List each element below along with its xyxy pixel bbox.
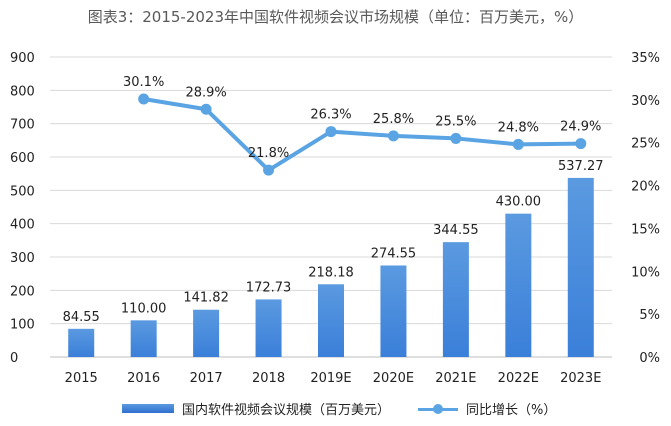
y-right-tick-label: 10% [631, 265, 660, 280]
bar [505, 213, 532, 357]
growth-value-label: 25.5% [435, 114, 476, 129]
x-tick-label: 2018 [252, 371, 285, 386]
x-tick-label: 2021E [435, 371, 476, 386]
bar-value-label: 430.00 [496, 195, 542, 210]
legend-item-bar: 国内软件视频会议规模（百万美元） [122, 399, 390, 418]
growth-point [325, 126, 337, 138]
y-left-tick-label: 500 [10, 184, 35, 199]
legend-line-label: 同比增长（%） [466, 403, 557, 418]
bar [130, 320, 157, 357]
growth-point [263, 164, 275, 176]
y-left-tick-label: 400 [10, 218, 35, 233]
bar-value-label: 141.82 [183, 291, 229, 306]
growth-point [200, 103, 212, 115]
y-right-tick-label: 0% [639, 351, 660, 366]
growth-value-label: 30.1% [123, 75, 164, 90]
chart-legend: 国内软件视频会议规模（百万美元） 同比增长（%） [0, 399, 671, 419]
y-left-tick-label: 100 [10, 318, 35, 333]
bar-value-label: 274.55 [371, 246, 417, 261]
x-tick-label: 2020E [373, 371, 414, 386]
growth-value-label: 26.3% [310, 108, 351, 123]
legend-line-swatch [418, 403, 458, 415]
x-tick-label: 2017 [190, 371, 223, 386]
growth-point [575, 138, 587, 150]
growth-value-label: 28.9% [185, 85, 226, 100]
legend-item-line: 同比增长（%） [418, 399, 556, 418]
bar-value-label: 172.73 [246, 280, 292, 295]
bar [567, 177, 594, 357]
y-left-tick-label: 300 [10, 251, 35, 266]
growth-point [512, 138, 524, 150]
legend-bar-swatch [122, 404, 174, 413]
x-tick-label: 2016 [127, 371, 160, 386]
y-right-tick-label: 15% [631, 222, 660, 237]
bar [442, 242, 469, 357]
x-tick-label: 2023E [560, 371, 601, 386]
bar-value-label: 218.18 [308, 265, 354, 280]
x-tick-label: 2015 [65, 371, 98, 386]
growth-point [450, 132, 462, 144]
growth-line [143, 97, 581, 173]
bar-value-label: 344.55 [433, 223, 479, 238]
y-right-tick-label: 25% [631, 137, 660, 152]
chart-title: 图表3：2015-2023年中国软件视频会议市场规模（单位：百万美元，%） [87, 8, 584, 26]
growth-value-label: 24.8% [498, 120, 539, 135]
growth-point [387, 130, 399, 142]
legend-bar-label: 国内软件视频会议规模（百万美元） [182, 403, 391, 418]
y-left-tick-label: 800 [10, 84, 35, 99]
y-right-tick-label: 5% [639, 308, 660, 323]
y-left-tick-label: 900 [10, 51, 35, 66]
bar [255, 299, 282, 357]
bar [380, 265, 407, 357]
y-left-tick-label: 200 [10, 284, 35, 299]
bar [68, 328, 95, 357]
bar-value-label: 537.27 [558, 159, 604, 174]
bar [193, 309, 220, 357]
y-left-tick-label: 700 [10, 118, 35, 133]
bar-value-label: 84.55 [63, 310, 100, 325]
x-tick-label: 2022E [498, 371, 539, 386]
bar-value-label: 110.00 [121, 301, 167, 316]
y-right-tick-label: 35% [631, 51, 660, 66]
bar [318, 284, 344, 357]
growth-point [138, 93, 150, 105]
x-tick-label: 2019E [310, 371, 351, 386]
y-left-tick-label: 600 [10, 151, 35, 166]
y-left-tick-label: 0 [10, 351, 18, 366]
growth-value-label: 21.8% [248, 146, 289, 161]
y-right-tick-label: 20% [631, 180, 660, 195]
growth-value-label: 25.8% [373, 112, 414, 127]
y-right-tick-label: 30% [631, 94, 660, 109]
growth-value-label: 24.9% [560, 120, 601, 135]
